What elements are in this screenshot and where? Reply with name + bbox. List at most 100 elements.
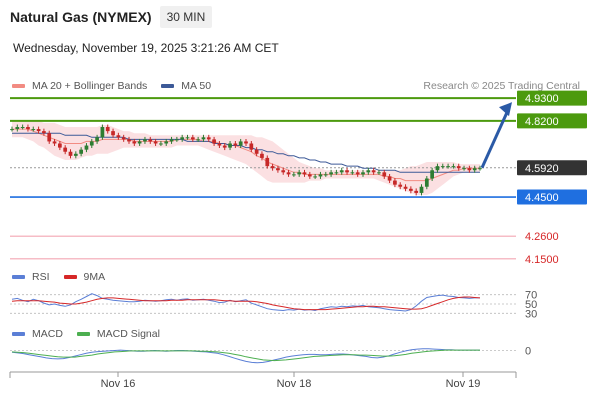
candle-body (180, 137, 185, 140)
candle-body (95, 137, 99, 142)
macd-swatch (12, 332, 25, 336)
candle-body (350, 172, 355, 174)
candle-body (111, 131, 115, 136)
candle-body (233, 143, 238, 146)
candle-body (143, 139, 147, 142)
ma50-swatch (161, 84, 175, 88)
candle-body (137, 141, 142, 144)
macd-line (11, 348, 480, 364)
rsi-ma-line (11, 296, 481, 311)
candle-body (63, 147, 68, 152)
candle-body (121, 137, 126, 140)
candle-body (403, 186, 408, 189)
candle-body (302, 172, 307, 175)
price-legend: MA 20 + Bollinger Bands MA 50 (12, 80, 225, 92)
candle-body (430, 170, 434, 179)
candle-body (89, 141, 94, 146)
macd-signal-line (11, 349, 480, 362)
timeframe-badge[interactable]: 30 MIN (159, 6, 213, 28)
candle-body (393, 180, 397, 185)
legend-rsi-ma-label: 9MA (83, 271, 106, 283)
candle-body (297, 172, 302, 175)
x-tick-label: Nov 16 (101, 378, 136, 390)
candles (10, 124, 482, 196)
candle-body (366, 170, 371, 173)
candle-body (265, 157, 270, 167)
candle-body (371, 170, 376, 173)
rsi-line (11, 293, 480, 312)
candle-body (164, 141, 169, 144)
chart-header: Natural Gas (NYMEX) 30 MIN (10, 6, 213, 28)
candle-body (153, 141, 158, 144)
rsi-tick-50: 50 (525, 299, 537, 311)
candle-body (398, 184, 403, 187)
candle-body (100, 127, 105, 138)
resistance-2-label: 4.9300 (525, 93, 559, 105)
candle-body (169, 139, 174, 142)
candle-body (318, 174, 323, 177)
candle-body (175, 139, 179, 141)
current-price-label-box (517, 160, 587, 176)
candle-body (361, 172, 365, 175)
forecast-arrow-head (499, 102, 512, 117)
candle-body (238, 141, 243, 146)
ma20-line (12, 128, 480, 182)
candle-body (47, 133, 52, 142)
candle-body (313, 176, 317, 178)
candle-body (196, 139, 200, 141)
candle-body (270, 166, 275, 169)
candle-body (58, 143, 62, 148)
candle-body (52, 141, 57, 144)
candle-body (424, 178, 429, 187)
rsi-swatch (12, 275, 25, 279)
x-tick-label: Nov 18 (277, 378, 312, 390)
resistance-2-label-box (517, 90, 587, 106)
candle-body (132, 141, 137, 144)
candle-body (446, 166, 450, 168)
candle-body (105, 127, 110, 132)
legend-macd: MACD (12, 328, 63, 340)
candle-body (244, 141, 248, 144)
macd-tick-0: 0 (525, 346, 531, 358)
candle-body (419, 186, 424, 193)
current-price-label: 4.5920 (525, 163, 559, 175)
candle-body (36, 129, 41, 132)
candle-body (382, 172, 387, 177)
candle-body (377, 172, 381, 174)
rsi-tick-30: 30 (525, 308, 537, 320)
candle-body (472, 168, 477, 171)
candle-body (68, 151, 73, 156)
legend-macd-signal: MACD Signal (76, 328, 160, 340)
candle-body (456, 166, 461, 169)
candle-body (409, 188, 413, 191)
forecast-arrow-shaft (480, 109, 510, 169)
candle-body (440, 166, 445, 168)
candle-body (260, 153, 264, 158)
candle-body (414, 190, 419, 193)
candle-body (31, 129, 36, 131)
candle-body (15, 127, 20, 130)
legend-ma50-label: MA 50 (181, 80, 212, 92)
candle-body (148, 139, 153, 142)
candle-body (84, 145, 89, 150)
rsi-legend: RSI 9MA (12, 271, 119, 283)
rsi-tick-70: 70 (525, 290, 537, 302)
macd-signal-swatch (76, 332, 90, 336)
candle-body (307, 174, 312, 177)
legend-ma20: MA 20 + Bollinger Bands (12, 80, 147, 92)
ma20-swatch (12, 84, 25, 88)
instrument-title: Natural Gas (NYMEX) (10, 9, 152, 25)
ma50-line (12, 132, 480, 173)
candle-body (323, 174, 328, 176)
legend-macd-label: MACD (32, 328, 63, 340)
candle-body (185, 137, 190, 139)
timestamp: Wednesday, November 19, 2025 3:21:26 AM … (13, 41, 279, 55)
candle-body (254, 149, 259, 154)
candle-body (387, 176, 392, 181)
candle-body (467, 168, 472, 171)
rsi-ma-swatch (63, 275, 77, 279)
legend-rsi-label: RSI (32, 271, 50, 283)
candle-body (281, 170, 286, 173)
candle-body (249, 143, 254, 150)
